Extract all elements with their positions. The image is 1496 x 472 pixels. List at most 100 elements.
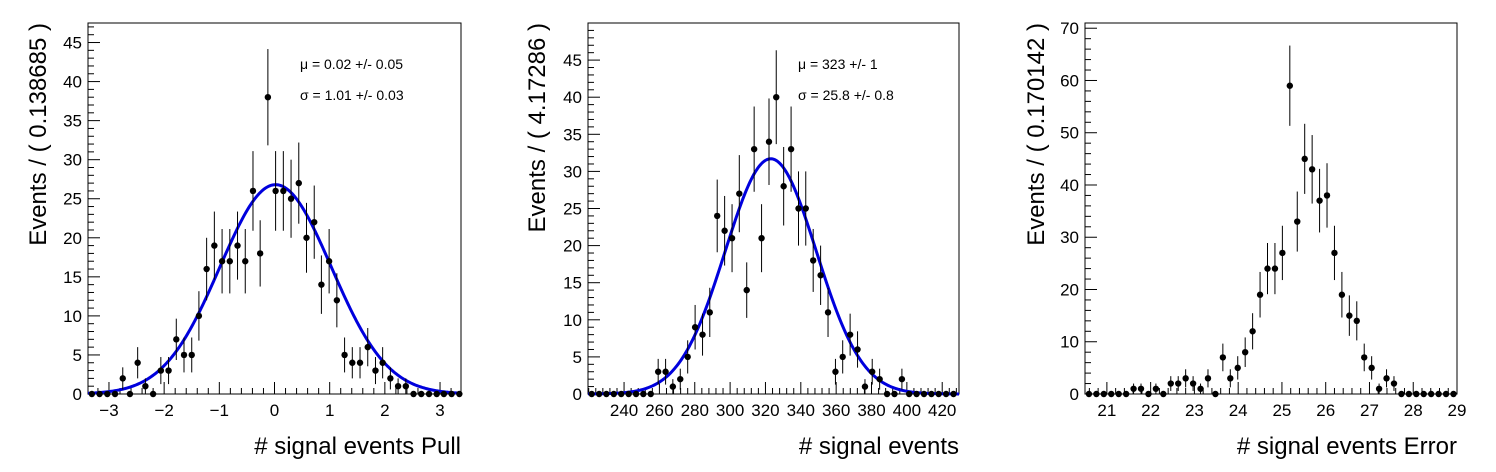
- plot-frame: [87, 22, 462, 395]
- data-point: [928, 390, 935, 398]
- data-point: [1308, 166, 1316, 173]
- data-point: [714, 212, 721, 220]
- data-point: [264, 94, 272, 101]
- data-point: [684, 353, 691, 361]
- data-point: [1279, 249, 1286, 257]
- data-point: [1256, 291, 1264, 298]
- data-point: [935, 390, 942, 398]
- data-point: [610, 390, 618, 398]
- data-point: [379, 359, 386, 366]
- y-axis-title: Events / ( 4.17286 ): [524, 23, 551, 232]
- y-tick-label: 15: [563, 274, 582, 293]
- x-tick-label: 340: [787, 401, 815, 420]
- data-point: [1405, 390, 1413, 398]
- data-point: [750, 145, 758, 153]
- data-point: [1435, 390, 1442, 398]
- y-tick-label: 35: [563, 125, 582, 144]
- y-tick-label: 0: [1070, 385, 1079, 404]
- y-tick-label: 5: [73, 346, 82, 365]
- data-point: [1197, 385, 1204, 392]
- x-tick-label: 25: [1272, 401, 1291, 420]
- y-axis-title: Events / ( 0.170142 ): [1023, 23, 1050, 246]
- data-point: [795, 205, 802, 212]
- data-point: [119, 375, 126, 382]
- x-tick-label: −1: [210, 401, 229, 420]
- data-point: [706, 309, 713, 316]
- data-point: [387, 375, 394, 382]
- data-point: [876, 375, 883, 383]
- data-point: [1100, 390, 1108, 398]
- data-point: [1145, 390, 1152, 398]
- data-point: [854, 346, 861, 353]
- data-point: [142, 382, 149, 390]
- data-point: [325, 258, 333, 265]
- data-point: [1234, 364, 1241, 372]
- data-point: [318, 281, 325, 288]
- data-point: [356, 359, 364, 366]
- data-point: [625, 390, 632, 398]
- data-point: [425, 390, 433, 398]
- data-point: [809, 257, 817, 264]
- data-point: [333, 297, 341, 304]
- data-point: [1316, 197, 1323, 204]
- y-tick-label: 25: [563, 200, 582, 219]
- data-point: [1442, 390, 1450, 398]
- data-point: [765, 138, 773, 145]
- data-point: [249, 187, 257, 195]
- plot-frame: [587, 22, 960, 395]
- data-point: [188, 351, 195, 359]
- data-point: [1427, 390, 1435, 398]
- x-tick-label: 2: [380, 401, 389, 420]
- data-point: [913, 390, 920, 398]
- data-point: [1420, 390, 1427, 398]
- data-point: [891, 390, 898, 398]
- data-point: [456, 390, 463, 398]
- data-point: [595, 390, 603, 398]
- data-point: [1368, 364, 1375, 372]
- y-tick-label: 10: [1060, 333, 1079, 352]
- plot-frame: [1084, 22, 1458, 395]
- x-tick-label: 240: [610, 401, 638, 420]
- y-tick-label: 20: [63, 229, 82, 248]
- data-point: [1323, 192, 1331, 199]
- data-point: [736, 190, 743, 197]
- x-tick-label: 21: [1097, 401, 1116, 420]
- data-point: [272, 187, 279, 195]
- data-point: [1413, 390, 1420, 398]
- data-point: [341, 351, 348, 359]
- data-point: [234, 242, 241, 249]
- x-tick-label: 300: [716, 401, 744, 420]
- data-point: [165, 367, 172, 374]
- x-tick-label: 420: [928, 401, 956, 420]
- x-tick-label: 27: [1360, 401, 1379, 420]
- fit-curve: [87, 183, 462, 395]
- chart-panel-2: 240 260 280 300 320 340 360 380 400 420 0 5 10 15 20 25…: [524, 22, 960, 460]
- x-tick-label: 29: [1448, 401, 1467, 420]
- data-point: [802, 205, 809, 212]
- data-point: [728, 234, 736, 242]
- data-point: [1167, 380, 1174, 387]
- data-point: [1182, 375, 1189, 382]
- x-tick-label: −3: [99, 401, 118, 420]
- x-axis-title: # signal events: [799, 433, 959, 460]
- y-tick-label: 0: [573, 385, 582, 404]
- data-point: [157, 367, 165, 374]
- y-tick-label: 40: [1060, 176, 1079, 195]
- data-point: [364, 343, 371, 351]
- x-tick-label: 380: [857, 401, 885, 420]
- x-tick-label: 22: [1141, 401, 1160, 420]
- data-point: [173, 336, 180, 343]
- y-tick-label: 10: [563, 311, 582, 330]
- data-point: [743, 286, 750, 294]
- data-point: [942, 390, 950, 398]
- y-tick-label: 20: [1060, 280, 1079, 299]
- data-point: [211, 242, 218, 249]
- data-point: [1152, 385, 1160, 392]
- x-tick-label: 260: [645, 401, 673, 420]
- y-tick-label: 25: [63, 190, 82, 209]
- x-tick-label: 360: [822, 401, 850, 420]
- data-point: [1227, 375, 1234, 382]
- data-point: [1175, 380, 1182, 387]
